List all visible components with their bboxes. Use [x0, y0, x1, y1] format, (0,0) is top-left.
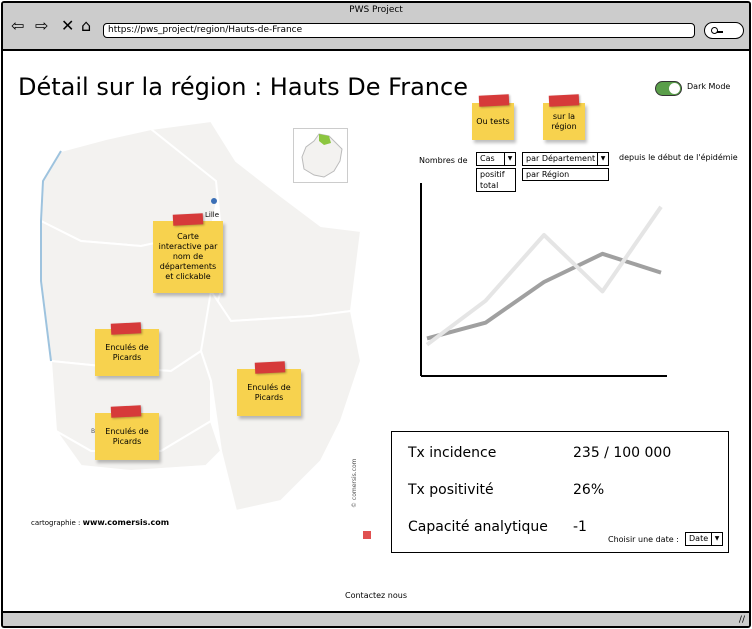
tape [254, 361, 286, 374]
numbers-suffix-label: depuis le début de l'épidémie [619, 153, 738, 162]
tape [478, 94, 510, 107]
map-coastline [40, 150, 62, 362]
metric-dropdown: positif total [476, 168, 516, 192]
series-line-2 [426, 251, 662, 341]
url-bar[interactable]: https://pws_project/region/Hauts-de-Fran… [103, 23, 695, 38]
note-ou-tests: Ou tests [472, 103, 514, 140]
map-credits: cartographie : www.comersis.com [31, 518, 170, 527]
numbers-prefix-label: Nombres de [419, 156, 468, 165]
note-picards-1: Enculés de Picards [95, 329, 159, 376]
tape [548, 94, 580, 107]
back-arrow-icon[interactable]: ⇦ [11, 16, 25, 35]
dark-mode-label: Dark Mode [687, 82, 731, 91]
scope-option-region[interactable]: par Région [526, 170, 570, 179]
date-select[interactable]: Date ▼ [685, 532, 723, 546]
resize-grip-icon[interactable]: // [738, 615, 745, 625]
stats-panel: Tx incidence 235 / 100 000 Tx positivité… [391, 431, 729, 553]
metric-option-positif[interactable]: positif [480, 170, 505, 179]
tape [110, 322, 142, 335]
dark-mode-toggle[interactable] [655, 81, 682, 96]
positivity-label: Tx positivité [408, 482, 494, 498]
note-carte-interactive: Carte interactive par nom de département… [153, 221, 223, 293]
comersis-logo [363, 531, 371, 539]
chevron-down-icon: ▼ [597, 153, 608, 165]
note-picards-2: Enculés de Picards [237, 369, 301, 416]
city-marker [211, 198, 217, 204]
search-button[interactable] [704, 22, 744, 39]
tape [172, 213, 204, 226]
city-label: Lille [205, 211, 219, 219]
note-picards-3: Enculés de Picards [95, 413, 159, 460]
region-map[interactable]: Lille Be [21, 121, 381, 541]
page-title: Détail sur la région : Hauts De France [18, 73, 468, 101]
incidence-value: 235 / 100 000 [573, 445, 672, 461]
tape [110, 405, 142, 418]
note-sur-la-region: sur la région [543, 103, 585, 140]
forward-arrow-icon[interactable]: ⇨ [35, 16, 49, 35]
status-bar: // [3, 611, 749, 626]
series-line-1 [425, 205, 663, 347]
metric-select[interactable]: Cas ▼ [476, 152, 516, 166]
capacity-label: Capacité analytique [408, 519, 548, 535]
chevron-down-icon: ▼ [711, 533, 722, 545]
window-title: PWS Project [349, 5, 403, 15]
contact-link[interactable]: Contactez nous [345, 591, 407, 600]
cases-line-chart [420, 183, 667, 377]
incidence-label: Tx incidence [408, 445, 497, 461]
close-icon[interactable]: ✕ [61, 16, 75, 35]
search-icon [711, 27, 718, 34]
title-bar: PWS Project ⇦ ⇨ ✕ ⌂ https://pws_project/… [3, 3, 749, 51]
scope-dropdown: par Région [522, 168, 609, 181]
home-icon[interactable]: ⌂ [81, 16, 92, 35]
date-label: Choisir une date : [608, 535, 679, 544]
positivity-value: 26% [573, 482, 605, 498]
metric-option-total[interactable]: total [480, 181, 499, 190]
chevron-down-icon: ▼ [504, 153, 515, 165]
scope-select[interactable]: par Département ▼ [522, 152, 609, 166]
capacity-value: -1 [573, 519, 587, 535]
france-minimap [293, 128, 348, 183]
vertical-credit: © comersis.com [351, 458, 358, 508]
